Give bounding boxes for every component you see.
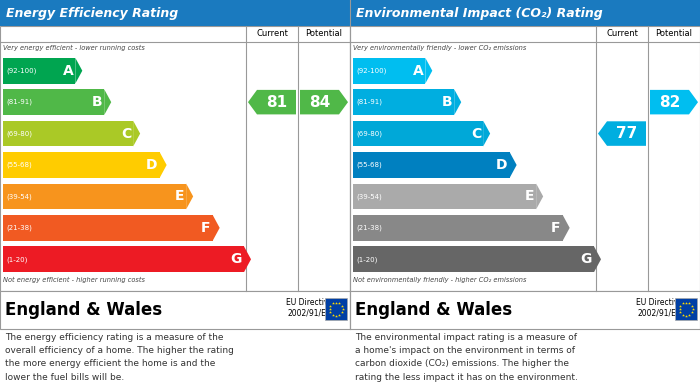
Polygon shape — [598, 121, 646, 146]
Text: Energy Efficiency Rating: Energy Efficiency Rating — [6, 7, 178, 20]
Polygon shape — [186, 183, 193, 209]
Text: (92-100): (92-100) — [356, 68, 386, 74]
Text: (69-80): (69-80) — [356, 130, 382, 137]
Text: A: A — [412, 64, 423, 78]
Text: D: D — [146, 158, 158, 172]
Bar — [0, 291, 350, 329]
Polygon shape — [563, 215, 570, 241]
Bar — [350, 291, 700, 329]
Bar — [350, 26, 700, 291]
Polygon shape — [104, 89, 111, 115]
Text: B: B — [92, 95, 102, 109]
Text: (21-38): (21-38) — [6, 224, 32, 231]
Text: The environmental impact rating is a measure of
a home's impact on the environme: The environmental impact rating is a mea… — [355, 333, 578, 382]
Text: C: C — [471, 127, 481, 141]
Bar — [3, 152, 160, 178]
Polygon shape — [510, 152, 517, 178]
Text: 84: 84 — [309, 95, 330, 109]
Text: Very energy efficient - lower running costs: Very energy efficient - lower running co… — [3, 45, 145, 51]
Text: The energy efficiency rating is a measure of the
overall efficiency of a home. T: The energy efficiency rating is a measur… — [5, 333, 234, 382]
Text: 82: 82 — [659, 95, 680, 109]
Text: Very environmentally friendly - lower CO₂ emissions: Very environmentally friendly - lower CO… — [353, 45, 526, 51]
Text: (69-80): (69-80) — [6, 130, 32, 137]
Text: (1-20): (1-20) — [356, 256, 377, 262]
Text: (21-38): (21-38) — [356, 224, 382, 231]
Polygon shape — [76, 58, 83, 84]
Text: (92-100): (92-100) — [6, 68, 36, 74]
Polygon shape — [454, 89, 461, 115]
Text: B: B — [442, 95, 452, 109]
Polygon shape — [300, 90, 348, 115]
Text: F: F — [201, 221, 211, 235]
Bar — [3, 121, 133, 147]
Text: (81-91): (81-91) — [6, 99, 32, 106]
Text: C: C — [121, 127, 131, 141]
Text: (1-20): (1-20) — [6, 256, 27, 262]
Text: EU Directive
2002/91/EC: EU Directive 2002/91/EC — [636, 298, 684, 318]
Text: England & Wales: England & Wales — [355, 301, 512, 319]
Text: England & Wales: England & Wales — [5, 301, 162, 319]
Text: 77: 77 — [616, 126, 637, 141]
Text: A: A — [62, 64, 74, 78]
Text: Not energy efficient - higher running costs: Not energy efficient - higher running co… — [3, 277, 145, 283]
Text: Potential: Potential — [655, 29, 692, 38]
Bar — [353, 89, 454, 115]
Text: E: E — [175, 189, 184, 203]
Polygon shape — [160, 152, 167, 178]
Text: F: F — [551, 221, 561, 235]
Text: (39-54): (39-54) — [356, 193, 382, 200]
Text: E: E — [525, 189, 534, 203]
Polygon shape — [248, 90, 296, 115]
Text: (81-91): (81-91) — [356, 99, 382, 106]
Bar — [353, 121, 483, 147]
Text: EU Directive
2002/91/EC: EU Directive 2002/91/EC — [286, 298, 334, 318]
Bar — [675, 298, 697, 320]
Bar — [353, 183, 536, 209]
Bar — [353, 246, 594, 272]
Text: (39-54): (39-54) — [6, 193, 32, 200]
Polygon shape — [650, 90, 698, 115]
Text: (55-68): (55-68) — [356, 162, 382, 168]
Polygon shape — [133, 121, 140, 147]
Text: Current: Current — [606, 29, 638, 38]
Text: Potential: Potential — [305, 29, 342, 38]
Bar — [353, 58, 426, 84]
Polygon shape — [244, 246, 251, 272]
Bar — [3, 215, 213, 241]
Polygon shape — [213, 215, 220, 241]
Bar — [350, 0, 700, 26]
Bar — [353, 152, 510, 178]
Text: Not environmentally friendly - higher CO₂ emissions: Not environmentally friendly - higher CO… — [353, 277, 526, 283]
Bar — [3, 58, 76, 84]
Bar — [353, 215, 563, 241]
Bar — [325, 298, 347, 320]
Text: G: G — [580, 252, 592, 266]
Text: D: D — [496, 158, 507, 172]
Text: Environmental Impact (CO₂) Rating: Environmental Impact (CO₂) Rating — [356, 7, 603, 20]
Polygon shape — [594, 246, 601, 272]
Text: Current: Current — [256, 29, 288, 38]
Text: G: G — [230, 252, 242, 266]
Polygon shape — [426, 58, 433, 84]
Bar — [0, 0, 350, 26]
Text: 81: 81 — [266, 95, 287, 109]
Bar — [0, 26, 350, 291]
Bar — [3, 183, 186, 209]
Polygon shape — [483, 121, 490, 147]
Bar — [3, 246, 244, 272]
Text: (55-68): (55-68) — [6, 162, 32, 168]
Polygon shape — [536, 183, 543, 209]
Bar — [3, 89, 104, 115]
